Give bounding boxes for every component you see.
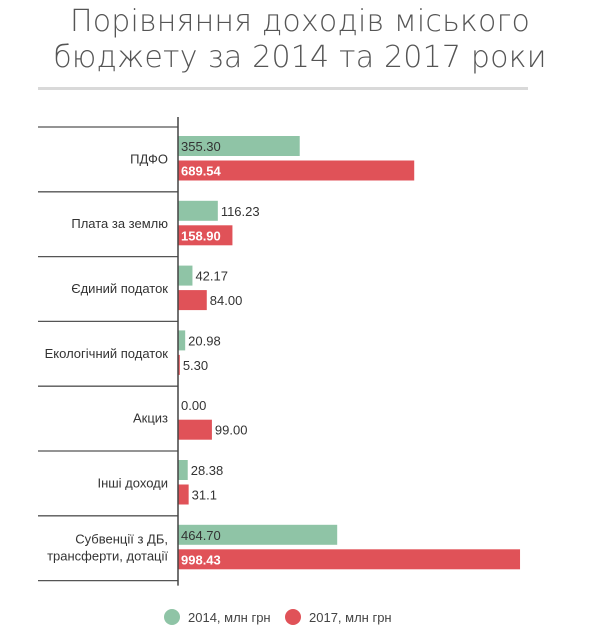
bar-2014: [178, 136, 300, 156]
title-line-1: Порівняння доходів міського: [69, 4, 531, 39]
title-divider: [38, 87, 528, 90]
legend-swatch-2017: [285, 609, 301, 625]
bar-2017: [178, 484, 189, 505]
category-label: Акциз: [133, 411, 168, 426]
category-label: трансферти, дотації: [47, 549, 168, 564]
data-label: 116.23: [221, 204, 260, 219]
bar-2017: [178, 290, 207, 311]
data-label: 689.54: [181, 164, 222, 179]
legend-label: 2017, млн грн: [309, 609, 392, 625]
legend-label: 2014, млн грн: [188, 609, 271, 625]
data-label: 355.30: [181, 139, 221, 154]
bar-2014: [178, 460, 188, 480]
data-label: 998.43: [181, 552, 221, 567]
legend-swatch-2014: [164, 609, 180, 625]
bar-2017: [178, 160, 415, 181]
legend-item-2017[interactable]: 2017, млн грн: [285, 609, 392, 625]
data-label: 158.90: [181, 228, 221, 243]
category-label: Екологічний податок: [45, 346, 169, 361]
data-label: 0.00: [181, 398, 206, 413]
data-label: 464.70: [181, 528, 221, 543]
title-line-2: бюджету за 2014 та 2017 роки: [53, 40, 547, 75]
data-label: 20.98: [188, 333, 221, 348]
category-label: Плата за землю: [71, 216, 168, 231]
data-label: 5.30: [183, 358, 208, 373]
bar-2014: [178, 330, 186, 351]
category-label: Субвенції з ДБ,: [75, 532, 168, 547]
data-label: 42.17: [195, 269, 228, 284]
data-label: 28.38: [191, 463, 224, 478]
data-label: 99.00: [215, 423, 248, 438]
chart-title: Порівняння доходів міського бюджету за 2…: [0, 4, 600, 76]
bar-2014: [178, 524, 338, 545]
data-label: 84.00: [210, 293, 243, 308]
bar-2014: [178, 200, 218, 221]
bar-2014: [178, 265, 193, 286]
legend-item-2014[interactable]: 2014, млн грн: [164, 609, 271, 625]
bar-2017: [178, 419, 212, 440]
bar-2017: [178, 225, 233, 246]
data-label: 31.1: [192, 488, 217, 503]
category-label: Інші доходи: [97, 475, 168, 490]
category-label: ПДФО: [130, 151, 168, 166]
category-label: Єдиний податок: [71, 281, 168, 296]
bar-2017: [178, 354, 180, 375]
bar-2017: [178, 549, 521, 570]
